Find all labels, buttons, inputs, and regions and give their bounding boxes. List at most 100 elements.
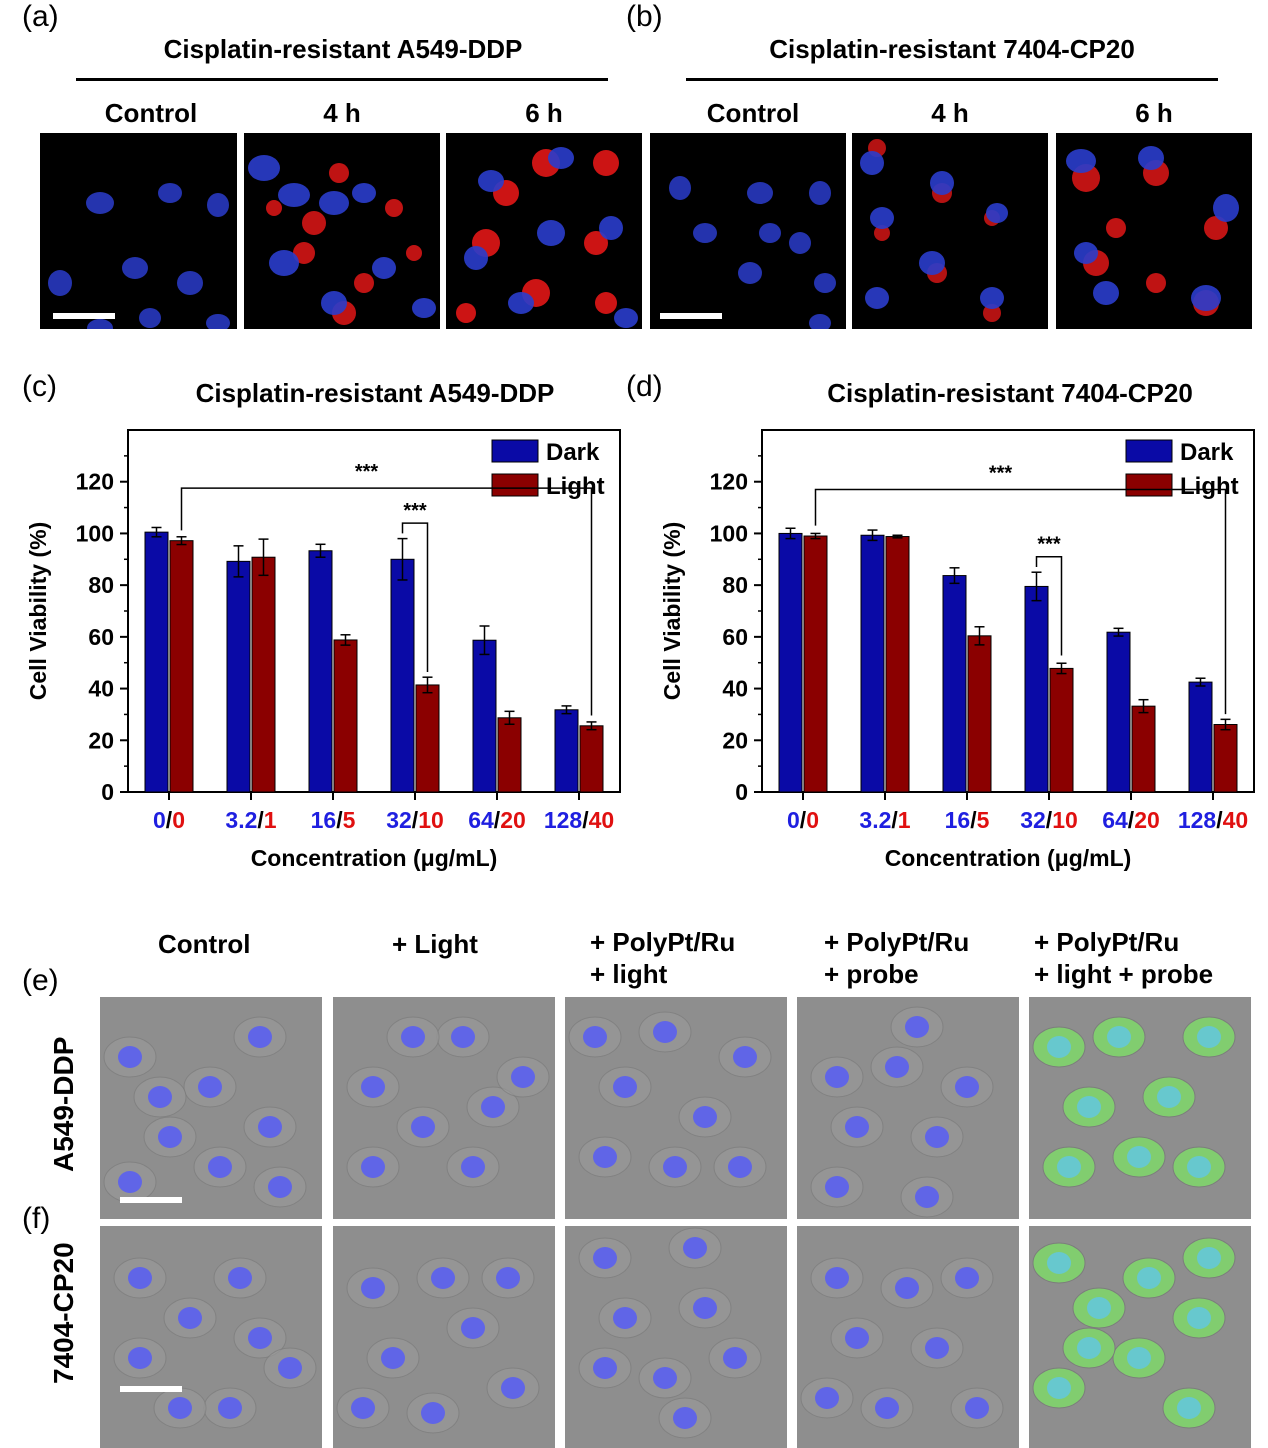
nucleus — [278, 1357, 302, 1379]
nucleus — [875, 1397, 899, 1419]
bar-dark-2 — [942, 575, 967, 793]
nucleus — [118, 1171, 142, 1193]
nucleus — [258, 1116, 282, 1138]
brightfield-7404-light — [333, 1226, 555, 1448]
bar-light-0 — [169, 540, 194, 793]
panel-a-title: Cisplatin-resistant A549-DDP — [163, 34, 523, 64]
ef-col-control: Control — [158, 929, 251, 959]
brightfield-a549-control — [100, 997, 322, 1219]
brightfield-7404-control — [100, 1226, 322, 1448]
legend-label: Dark — [546, 439, 600, 466]
panel-b-col-4h: 4 h — [931, 98, 969, 128]
micrograph-7404-6h-image — [1066, 146, 1239, 316]
bar-light-1 — [885, 536, 910, 793]
y-tick-label: 80 — [88, 572, 114, 598]
nucleus — [248, 1026, 272, 1048]
nucleus — [693, 1106, 717, 1128]
panel-d-label: (d) — [626, 370, 663, 403]
ef-col-light: + Light — [392, 929, 478, 959]
nucleus — [208, 1156, 232, 1178]
nucleus — [905, 1016, 929, 1038]
nucleus — [825, 1066, 849, 1088]
y-tick-label: 40 — [88, 676, 114, 702]
brightfield-a549-polypt-probe — [797, 997, 1019, 1219]
micrograph-7404-control — [650, 133, 846, 329]
nucleus — [1137, 1267, 1161, 1289]
nucleus — [1047, 1036, 1071, 1058]
legend-swatch — [491, 473, 539, 497]
brightfield-image — [565, 1226, 787, 1448]
panel-a-col-control: Control — [104, 98, 198, 128]
nucleus — [1197, 1026, 1221, 1048]
y-tick-label: 0 — [101, 779, 114, 805]
nucleus — [673, 1407, 697, 1429]
significance-label: *** — [1037, 534, 1061, 556]
brightfield-image — [333, 1226, 555, 1448]
nucleus — [178, 1307, 202, 1329]
brightfield-image — [1029, 997, 1251, 1219]
legend-label: Dark — [1180, 439, 1234, 466]
panel-c-label: (c) — [22, 370, 57, 403]
brightfield-image — [565, 997, 787, 1219]
nucleus — [593, 1247, 617, 1269]
x-tick-label: 0/0 — [153, 807, 185, 833]
ef-col-polypt-light-probe: + PolyPt/Ru + light + probe — [1034, 927, 1214, 989]
nucleus — [815, 1387, 839, 1409]
nucleus — [421, 1402, 445, 1424]
brightfield-a549-polypt-light — [565, 997, 787, 1219]
panel-b-label: (b) — [626, 0, 663, 33]
y-tick-label: 20 — [722, 727, 748, 753]
y-tick-label: 80 — [722, 572, 748, 598]
brightfield-image — [797, 1226, 1019, 1448]
x-tick-label: 3.2/1 — [859, 807, 910, 833]
micrograph-a549-4h-image — [248, 155, 436, 325]
bar-light-1 — [251, 556, 276, 793]
y-tick-label: 100 — [710, 520, 748, 546]
panel-e-label: (e) — [22, 964, 59, 997]
nucleus — [693, 1297, 717, 1319]
nucleus — [1077, 1096, 1101, 1118]
bar-dark-3 — [390, 558, 415, 793]
nucleus — [653, 1367, 677, 1389]
bar-light-2 — [967, 635, 992, 793]
x-tick-label: 64/20 — [468, 807, 526, 833]
significance-bracket — [180, 487, 593, 716]
brightfield-a549-light — [333, 997, 555, 1219]
nucleus — [411, 1116, 435, 1138]
legend-swatch — [491, 439, 539, 463]
nucleus — [1127, 1347, 1151, 1369]
micrograph-7404-4h-image — [860, 139, 1008, 322]
panel-f-label: (f) — [22, 1202, 51, 1235]
x-tick-label: 128/40 — [1178, 807, 1248, 833]
micrograph-a549-control — [40, 133, 237, 329]
y-tick-label: 120 — [76, 469, 114, 495]
nucleus — [381, 1347, 405, 1369]
nucleus — [1047, 1377, 1071, 1399]
nucleus — [955, 1076, 979, 1098]
significance-label: *** — [355, 461, 379, 483]
x-tick-label: 64/20 — [1102, 807, 1160, 833]
brightfield-image — [100, 1226, 322, 1448]
x-tick-label: 3.2/1 — [225, 807, 276, 833]
significance-label: *** — [989, 462, 1013, 484]
micrograph-a549-4h — [244, 133, 440, 329]
y-tick-label: 100 — [76, 520, 114, 546]
nucleus — [361, 1277, 385, 1299]
nucleus — [361, 1156, 385, 1178]
micrograph-a549-control-image — [48, 183, 230, 329]
nucleus — [1127, 1146, 1151, 1168]
brightfield-image — [100, 997, 322, 1219]
significance-bracket — [814, 488, 1227, 715]
nucleus — [511, 1066, 535, 1088]
panel-b-title: Cisplatin-resistant 7404-CP20 — [769, 34, 1135, 64]
panel-b-col-control: Control — [706, 98, 800, 128]
panel-c-title: Cisplatin-resistant A549-DDP — [195, 378, 555, 408]
row-label-7404: 7404-CP20 — [48, 1242, 79, 1384]
nucleus — [845, 1327, 869, 1349]
nucleus — [728, 1156, 752, 1178]
bar-light-2 — [333, 639, 358, 793]
nucleus — [451, 1026, 475, 1048]
y-tick-label: 0 — [735, 779, 748, 805]
nucleus — [663, 1156, 687, 1178]
nucleus — [248, 1327, 272, 1349]
